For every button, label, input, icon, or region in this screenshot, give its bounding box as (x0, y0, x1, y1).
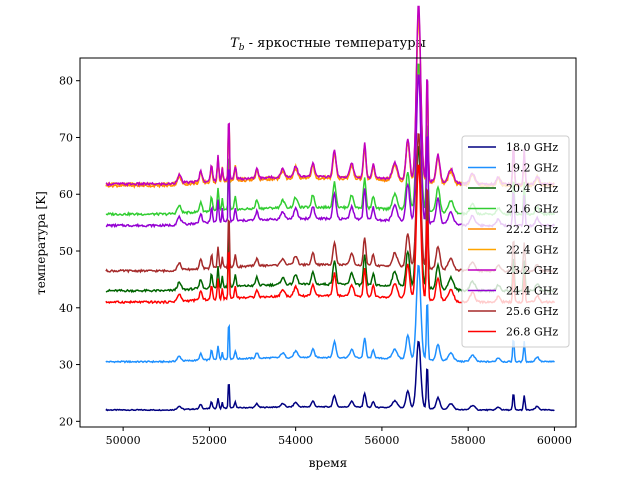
y-tick-label: 70 (59, 131, 73, 144)
y-tick-label: 80 (59, 75, 73, 88)
legend-label: 22.4 GHz (506, 244, 558, 257)
legend-label: 24.4 GHz (506, 285, 558, 298)
legend-label: 23.2 GHz (506, 264, 558, 277)
legend-label: 19.2 GHz (506, 162, 558, 175)
x-tick-label: 52000 (192, 434, 227, 447)
y-axis-ticks: 20 30 40 50 60 70 80 (59, 75, 80, 428)
x-tick-label: 54000 (278, 434, 313, 447)
x-tick-label: 60000 (537, 434, 572, 447)
x-axis-label: время (309, 456, 347, 470)
x-tick-label: 50000 (106, 434, 141, 447)
legend-label: 25.6 GHz (506, 305, 558, 318)
legend-label: 26.8 GHz (506, 326, 558, 339)
legend-label: 20.4 GHz (506, 182, 558, 195)
legend-label: 18.0 GHz (506, 141, 558, 154)
y-tick-label: 50 (59, 245, 73, 258)
y-tick-label: 20 (59, 415, 73, 428)
chart-legend: 18.0 GHz 19.2 GHz 20.4 GHz 21.6 GHz 22.2 GHz… (461, 135, 570, 348)
y-tick-label: 30 (59, 359, 73, 372)
series-line-192ghz (105, 264, 555, 364)
y-tick-label: 60 (59, 188, 73, 201)
x-axis-ticks: 50000 52000 54000 56000 58000 60000 (106, 427, 572, 447)
y-tick-label: 40 (59, 302, 73, 315)
legend-label: 22.2 GHz (506, 223, 558, 236)
y-axis-label: температура [K] (34, 191, 48, 295)
series-line-180ghz (105, 340, 555, 412)
x-tick-label: 56000 (364, 434, 399, 447)
plot-frame (79, 57, 577, 428)
x-tick-label: 58000 (451, 434, 486, 447)
legend-label: 21.6 GHz (506, 203, 558, 216)
chart-title: Tb - яркостные температуры (230, 36, 426, 53)
